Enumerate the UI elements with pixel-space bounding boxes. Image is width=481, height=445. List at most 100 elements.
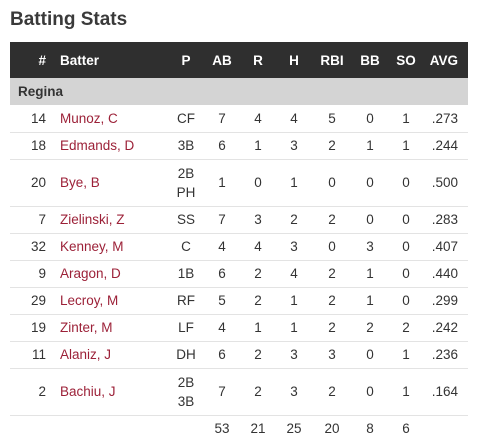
stat-rbi: 2 bbox=[328, 212, 336, 227]
stat-r: 2 bbox=[254, 384, 262, 399]
stat-so: 0 bbox=[402, 212, 410, 227]
position-value: C bbox=[181, 239, 191, 254]
jersey-number: 11 bbox=[31, 347, 46, 362]
stat-ab: 5 bbox=[218, 293, 226, 308]
stat-bb: 1 bbox=[366, 266, 374, 281]
batter-link[interactable]: Zinter, M bbox=[60, 320, 113, 335]
position-value: LF bbox=[178, 320, 194, 335]
team-row: Regina bbox=[10, 78, 468, 105]
table-row: 29 Lecroy, M RF 5 2 1 2 1 0 .299 bbox=[10, 287, 468, 314]
table-row: 2 Bachiu, J 2B 3B 7 2 3 2 0 1.164 bbox=[10, 368, 468, 415]
batter-link[interactable]: Bachiu, J bbox=[60, 384, 116, 399]
position-value: SS bbox=[176, 212, 195, 227]
jersey-number: 20 bbox=[30, 175, 46, 190]
position-value: 1B bbox=[177, 266, 195, 281]
batter-cell: Alaniz, J bbox=[56, 341, 168, 368]
table-row: 11 Alaniz, J DH 6 2 3 3 0 1 .236 bbox=[10, 341, 468, 368]
position-value: DH bbox=[176, 347, 196, 362]
totals-spacer bbox=[10, 415, 56, 442]
batter-cell: Munoz, C bbox=[56, 105, 168, 132]
jersey-number: 14 bbox=[30, 110, 46, 126]
stat-rbi: 2 bbox=[328, 320, 336, 335]
jersey-number: 9 bbox=[38, 266, 46, 281]
stat-r: 4 bbox=[254, 239, 262, 254]
header-h: H bbox=[289, 52, 299, 68]
stat-h: 3 bbox=[290, 384, 298, 399]
header-position: P bbox=[181, 52, 191, 68]
stat-bb: 0 bbox=[366, 384, 374, 399]
batter-link[interactable]: Kenney, M bbox=[60, 239, 124, 254]
stat-avg: .242 bbox=[431, 320, 458, 335]
stat-so: 1 bbox=[402, 110, 410, 126]
team-name: Regina bbox=[18, 84, 64, 99]
batter-cell: Aragon, D bbox=[56, 260, 168, 287]
position-cell: DH bbox=[168, 341, 204, 368]
stat-r: 4 bbox=[254, 110, 262, 126]
header-number: # bbox=[38, 52, 46, 68]
position-cell: 1B bbox=[168, 260, 204, 287]
stat-ab: 6 bbox=[218, 138, 226, 153]
header-rbi: RBI bbox=[320, 52, 344, 68]
position-value: 3B bbox=[177, 138, 195, 153]
total-rbi: 20 bbox=[324, 421, 340, 437]
position-value: 2B bbox=[177, 374, 195, 390]
stat-r: 2 bbox=[254, 347, 262, 362]
position-value: 2B bbox=[177, 165, 195, 181]
stat-rbi: 2 bbox=[328, 138, 336, 153]
totals-spacer bbox=[56, 415, 168, 442]
stat-h: 1 bbox=[290, 293, 298, 308]
batter-link[interactable]: Bye, B bbox=[60, 175, 100, 190]
stat-avg: .236 bbox=[431, 347, 458, 362]
stat-ab: 4 bbox=[218, 320, 226, 335]
stat-so: 1 bbox=[402, 347, 410, 362]
stat-ab: 7 bbox=[218, 384, 226, 399]
table-row: 32 Kenney, M C 4 4 3 0 3 0 .407 bbox=[10, 233, 468, 260]
batter-link[interactable]: Munoz, C bbox=[60, 110, 118, 126]
stat-h: 2 bbox=[290, 212, 298, 227]
stat-rbi: 2 bbox=[328, 266, 336, 281]
batter-link[interactable]: Edmands, D bbox=[60, 138, 135, 153]
header-ab: AB bbox=[212, 52, 232, 68]
stat-so: 1 bbox=[402, 384, 410, 399]
stat-ab: 7 bbox=[218, 110, 226, 126]
stat-so: 0 bbox=[402, 239, 410, 254]
stat-h: 3 bbox=[290, 347, 298, 362]
table-header-row: # Batter P AB R H RBI BB SO AVG bbox=[10, 42, 468, 78]
batter-cell: Lecroy, M bbox=[56, 287, 168, 314]
batter-cell: Bye, B bbox=[56, 159, 168, 206]
stat-ab: 6 bbox=[218, 266, 226, 281]
stat-bb: 0 bbox=[366, 175, 374, 190]
stat-ab: 7 bbox=[218, 212, 226, 227]
batter-cell: Kenney, M bbox=[56, 233, 168, 260]
batter-link[interactable]: Aragon, D bbox=[60, 266, 121, 281]
stat-avg: .299 bbox=[431, 293, 458, 308]
stat-bb: 1 bbox=[366, 138, 374, 153]
stat-r: 1 bbox=[254, 320, 262, 335]
stat-ab: 1 bbox=[218, 175, 226, 190]
position-cell: 2B 3B bbox=[168, 368, 204, 415]
jersey-number: 18 bbox=[30, 138, 46, 153]
stat-avg: .273 bbox=[431, 110, 458, 126]
total-so: 6 bbox=[402, 421, 410, 437]
stat-so: 1 bbox=[402, 138, 410, 153]
stat-so: 2 bbox=[402, 320, 410, 335]
jersey-number: 7 bbox=[38, 212, 46, 227]
position-value: RF bbox=[177, 293, 195, 308]
stat-h: 1 bbox=[290, 320, 298, 335]
jersey-number: 2 bbox=[38, 384, 46, 399]
batter-link[interactable]: Alaniz, J bbox=[60, 347, 112, 362]
stat-bb: 2 bbox=[366, 320, 374, 335]
table-row: 9 Aragon, D 1B 6 2 4 2 1 0 .440 bbox=[10, 260, 468, 287]
stat-rbi: 2 bbox=[328, 384, 336, 399]
jersey-number: 32 bbox=[30, 239, 46, 254]
stat-avg: .440 bbox=[431, 266, 458, 281]
stat-h: 1 bbox=[290, 175, 298, 190]
total-r: 21 bbox=[250, 421, 266, 437]
batter-link[interactable]: Lecroy, M bbox=[60, 293, 119, 308]
stat-r: 2 bbox=[254, 293, 262, 308]
stat-h: 4 bbox=[290, 110, 298, 126]
batter-link[interactable]: Zielinski, Z bbox=[60, 212, 125, 227]
stat-h: 4 bbox=[290, 266, 298, 281]
position-cell: RF bbox=[168, 287, 204, 314]
table-row: 18 Edmands, D 3B 6 1 3 2 1 1 .244 bbox=[10, 132, 468, 159]
